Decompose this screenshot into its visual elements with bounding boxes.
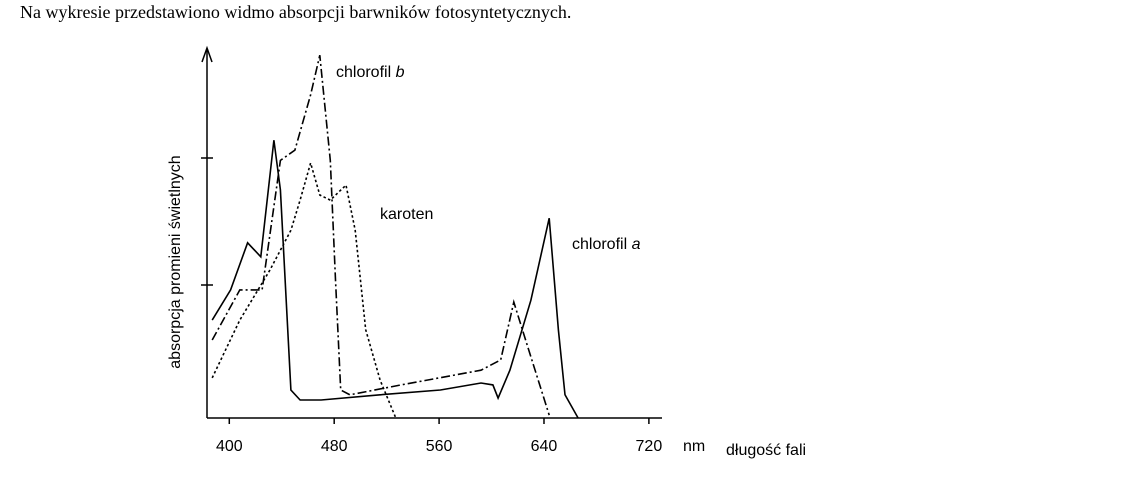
series-label: karoten xyxy=(380,206,433,223)
y-axis-label: absorpcja promieni świetlnych xyxy=(167,155,184,368)
x-tick-label: 480 xyxy=(321,438,348,455)
x-tick-label: 640 xyxy=(531,438,558,455)
x-axis-label: długość fali xyxy=(726,442,806,459)
intro-text: Na wykresie przedstawiono widmo absorpcj… xyxy=(20,2,571,22)
series-line xyxy=(211,140,579,419)
x-tick-label: 400 xyxy=(216,438,243,455)
series-line xyxy=(211,160,397,419)
series-label: chlorofil a xyxy=(572,236,641,253)
series-label: chlorofil b xyxy=(336,64,405,81)
series-line xyxy=(211,55,550,416)
x-tick-label: 560 xyxy=(426,438,453,455)
x-tick-label: 720 xyxy=(636,438,663,455)
x-axis-unit: nm xyxy=(683,438,705,455)
axes xyxy=(201,45,662,419)
